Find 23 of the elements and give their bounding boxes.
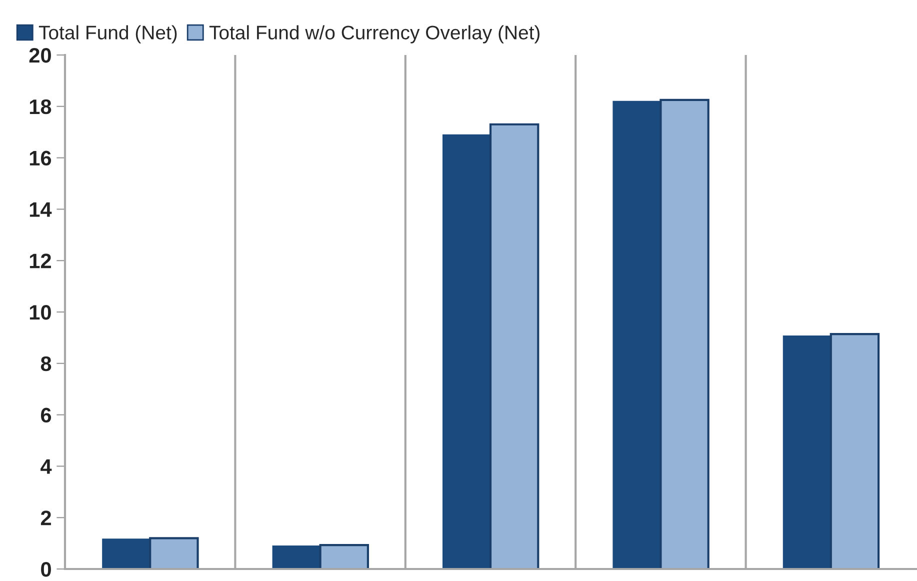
y-tick-label: 12 <box>30 254 51 268</box>
y-tick-label: 20 <box>29 48 51 63</box>
bar <box>612 100 662 569</box>
y-tick-label: 0 <box>41 562 51 577</box>
bar <box>830 333 880 569</box>
legend-label: Total Fund (Net) <box>38 25 177 44</box>
legend-label: Total Fund w/o Currency Overlay (Net) <box>209 25 540 44</box>
bar <box>660 98 710 569</box>
y-tick-label: 14 <box>30 202 52 217</box>
bar <box>272 546 321 569</box>
y-tick-label: 6 <box>40 408 52 423</box>
bar <box>102 538 150 569</box>
y-tick-label: 8 <box>40 356 52 372</box>
y-tick-label: 16 <box>30 150 52 166</box>
bar <box>319 544 369 569</box>
bar <box>442 134 491 569</box>
bar <box>782 336 832 569</box>
y-tick-label: 4 <box>40 459 52 474</box>
y-tick-label: 18 <box>30 99 52 114</box>
bar <box>489 123 540 569</box>
y-tick-label: 2 <box>40 510 51 526</box>
bar <box>149 537 199 569</box>
y-tick-label: 10 <box>30 305 51 320</box>
